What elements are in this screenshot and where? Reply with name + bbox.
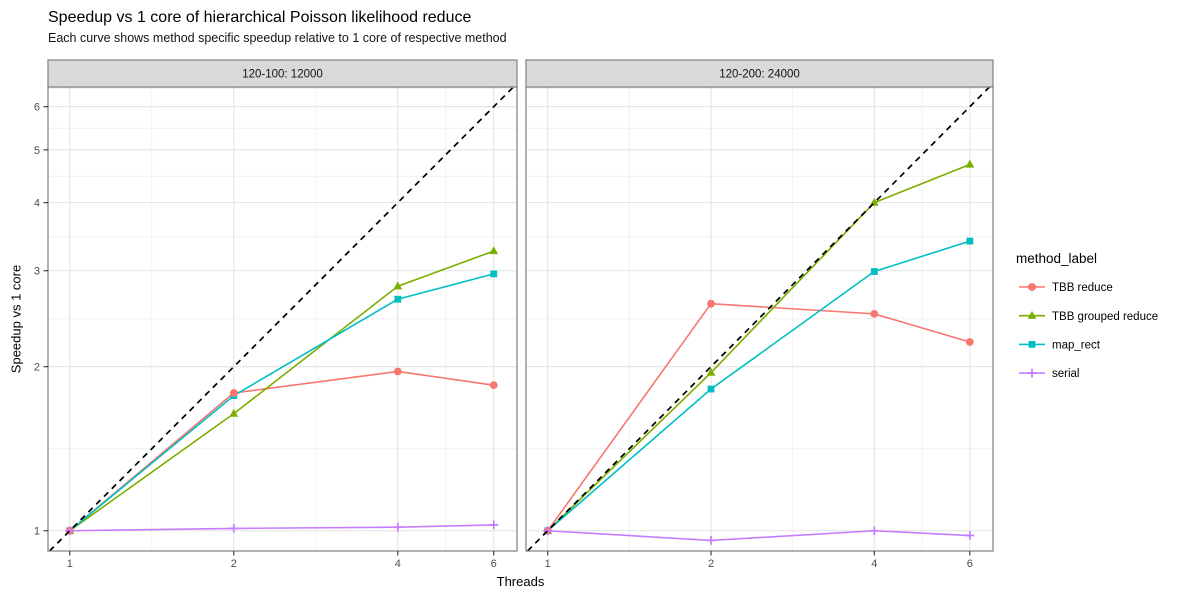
series-line-serial bbox=[546, 529, 971, 542]
plus-marker-icon bbox=[229, 523, 239, 533]
circle-marker-icon bbox=[393, 367, 402, 376]
chart-subtitle: Each curve shows method specific speedup… bbox=[48, 31, 507, 45]
y-tick-label: 3 bbox=[34, 266, 40, 278]
facet-strip-label: 120-100: 12000 bbox=[242, 69, 323, 81]
legend: method_label TBB reduce TBB grouped reduce… bbox=[1016, 251, 1158, 380]
x-tick-label: 4 bbox=[871, 558, 877, 570]
x-tick-label: 2 bbox=[231, 558, 237, 570]
y-tick-label: 1 bbox=[34, 526, 40, 538]
legend-item-map-rect: map_rect bbox=[1019, 340, 1101, 352]
x-tick-label: 1 bbox=[545, 558, 551, 570]
circle-marker-icon bbox=[965, 338, 974, 346]
plus-marker-icon bbox=[965, 531, 975, 540]
x-tick-label: 6 bbox=[967, 558, 973, 570]
triangle-marker-icon bbox=[965, 159, 975, 168]
plus-marker-icon bbox=[393, 522, 403, 532]
square-marker-icon bbox=[966, 237, 974, 245]
legend-item-label: TBB grouped reduce bbox=[1052, 311, 1158, 323]
triangle-marker-icon bbox=[489, 246, 499, 255]
square-marker-icon bbox=[490, 270, 498, 278]
y-tick-label: 2 bbox=[34, 362, 40, 374]
x-tick-label: 2 bbox=[708, 558, 714, 570]
triangle-marker-icon bbox=[706, 367, 716, 376]
circle-marker-icon bbox=[870, 309, 879, 318]
x-tick-label: 6 bbox=[491, 558, 497, 570]
series-line-tbb-grouped-reduce bbox=[68, 250, 495, 532]
series-line-map-rect bbox=[68, 273, 495, 532]
legend-item-label: TBB reduce bbox=[1052, 282, 1113, 294]
series-line-map-rect bbox=[546, 240, 971, 532]
circle-marker-icon bbox=[229, 389, 238, 397]
circle-marker-icon bbox=[707, 299, 715, 308]
series-points-serial bbox=[543, 526, 975, 545]
facet-strip-label: 120-200: 24000 bbox=[719, 69, 800, 81]
legend-title: method_label bbox=[1016, 251, 1097, 266]
legend-marker-triangle-icon bbox=[1027, 310, 1037, 319]
y-tick-label: 6 bbox=[34, 102, 40, 114]
legend-marker-circle-icon bbox=[1028, 283, 1036, 291]
plus-marker-icon bbox=[65, 526, 75, 536]
chart-title: Speedup vs 1 core of hierarchical Poisso… bbox=[48, 9, 472, 26]
series-line-tbb-reduce bbox=[68, 370, 495, 532]
square-marker-icon bbox=[870, 268, 878, 275]
triangle-marker-icon bbox=[229, 408, 239, 417]
series-line-serial bbox=[68, 524, 495, 532]
series-line-tbb-grouped-reduce bbox=[546, 163, 971, 532]
legend-item-label: map_rect bbox=[1052, 340, 1101, 352]
y-axis-title: Speedup vs 1 core bbox=[8, 264, 24, 374]
plus-marker-icon bbox=[869, 526, 879, 536]
triangle-marker-icon bbox=[393, 281, 403, 290]
series-points-serial bbox=[65, 520, 499, 536]
plus-marker-icon bbox=[706, 536, 716, 545]
y-tick-label: 4 bbox=[34, 198, 40, 210]
x-axis-title: Threads bbox=[496, 574, 545, 589]
square-marker-icon bbox=[707, 385, 715, 393]
facet-strip bbox=[525, 59, 994, 88]
circle-marker-icon bbox=[489, 381, 498, 390]
legend-marker-square-icon bbox=[1028, 341, 1036, 348]
facet-panel-1: 120-100: 12000 1 2 4 6 bbox=[47, 59, 518, 570]
facet-panel-2: 120-200: 24000 1 2 4 6 bbox=[525, 59, 994, 570]
y-tick-label: 5 bbox=[34, 145, 40, 157]
legend-item-tbb-reduce: TBB reduce bbox=[1019, 282, 1113, 294]
series-line-tbb-reduce bbox=[546, 302, 971, 532]
legend-marker-plus-icon bbox=[1027, 368, 1037, 378]
legend-item-tbb-grouped-reduce: TBB grouped reduce bbox=[1019, 311, 1158, 323]
square-marker-icon bbox=[394, 295, 402, 303]
plus-marker-icon bbox=[543, 526, 553, 536]
facet-strip bbox=[47, 59, 518, 88]
legend-item-serial: serial bbox=[1019, 368, 1079, 380]
x-tick-label: 1 bbox=[67, 558, 73, 570]
legend-item-label: serial bbox=[1052, 368, 1079, 380]
x-tick-label: 4 bbox=[395, 558, 401, 570]
plus-marker-icon bbox=[489, 520, 499, 530]
